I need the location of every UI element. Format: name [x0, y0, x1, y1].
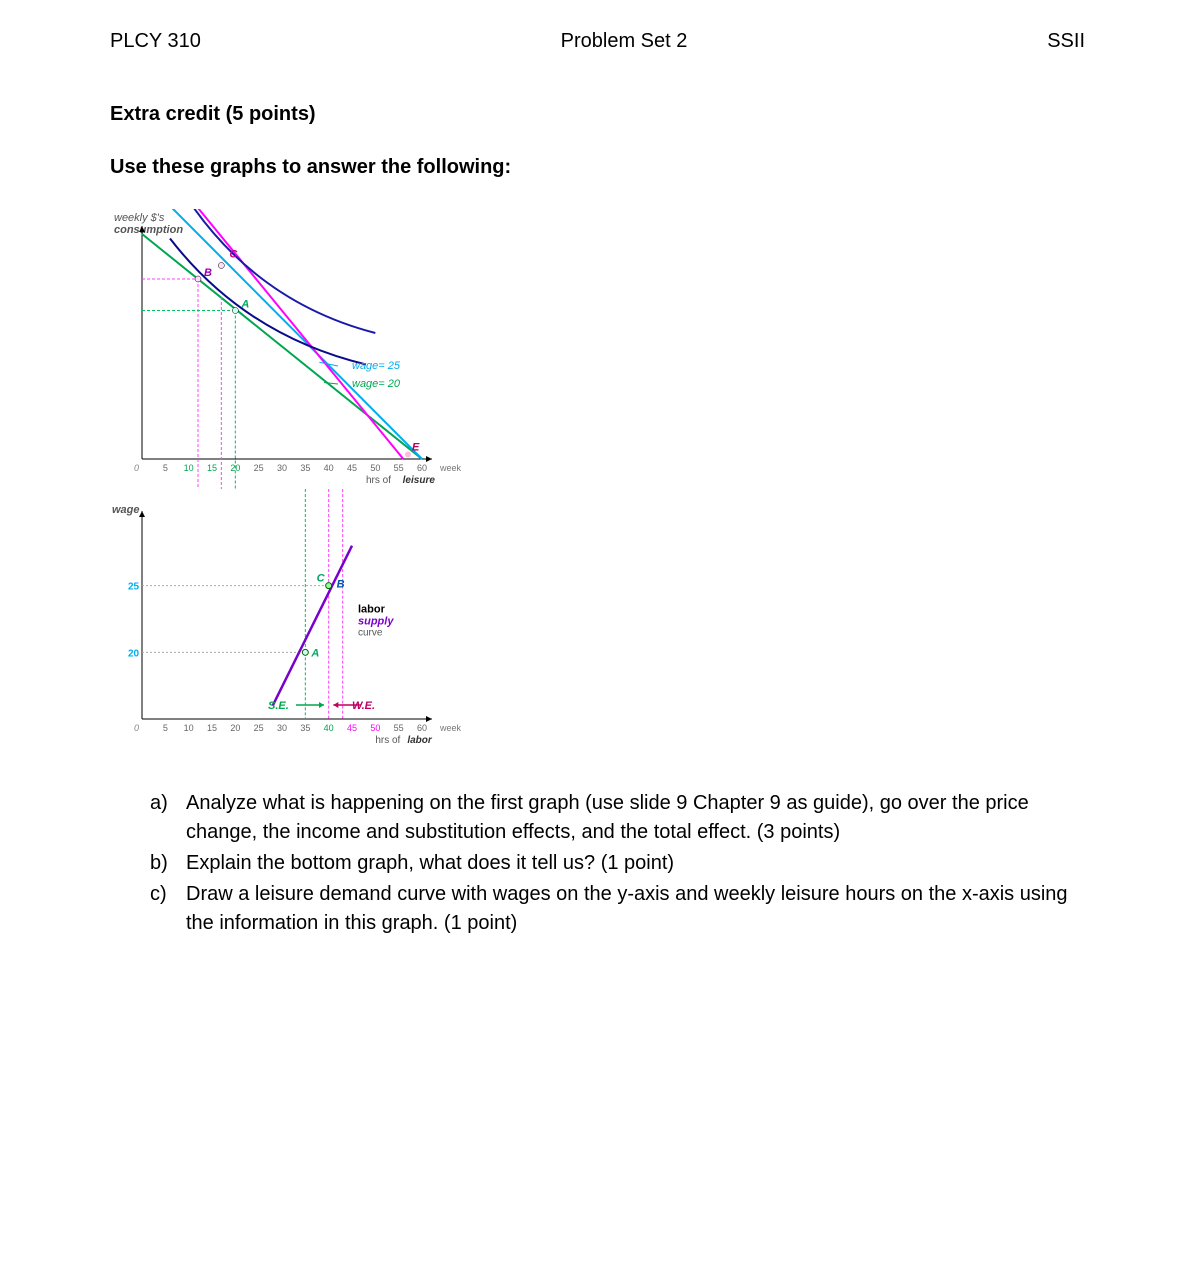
svg-text:hrs of: hrs of	[375, 735, 400, 746]
svg-text:5: 5	[163, 463, 168, 473]
svg-text:hrs of: hrs of	[366, 475, 391, 486]
header-left: PLCY 310	[110, 30, 201, 53]
svg-text:25: 25	[254, 463, 264, 473]
svg-text:weekly $'s: weekly $'s	[114, 212, 165, 224]
question-marker: c)	[150, 880, 174, 938]
question-text: Draw a leisure demand curve with wages o…	[186, 880, 1085, 938]
svg-text:S.E.: S.E.	[268, 700, 289, 712]
svg-text:0: 0	[134, 463, 139, 473]
figure-container: weekly $'sconsumptionABCEwage= 25wage= 2…	[110, 209, 1085, 749]
svg-text:45: 45	[347, 463, 357, 473]
svg-text:35: 35	[300, 463, 310, 473]
svg-text:B: B	[204, 267, 212, 279]
svg-text:E: E	[412, 442, 420, 454]
svg-text:week: week	[439, 463, 462, 473]
svg-text:consumption: consumption	[114, 224, 183, 236]
svg-text:55: 55	[394, 723, 404, 733]
svg-text:35: 35	[300, 723, 310, 733]
svg-text:45: 45	[347, 723, 357, 733]
svg-text:supply: supply	[358, 615, 394, 627]
svg-text:wage= 20: wage= 20	[352, 378, 401, 390]
question-item: a) Analyze what is happening on the firs…	[150, 789, 1085, 847]
svg-text:10: 10	[184, 723, 194, 733]
svg-text:W.E.: W.E.	[352, 700, 375, 712]
svg-text:30: 30	[277, 463, 287, 473]
svg-text:C: C	[229, 249, 238, 261]
svg-text:leisure: leisure	[403, 475, 436, 486]
svg-text:50: 50	[370, 723, 380, 733]
svg-text:10: 10	[184, 463, 194, 473]
header-center: Problem Set 2	[561, 30, 688, 53]
svg-text:wage: wage	[112, 504, 140, 516]
svg-text:20: 20	[230, 723, 240, 733]
header: PLCY 310 Problem Set 2 SSII	[110, 30, 1085, 53]
svg-text:40: 40	[324, 463, 334, 473]
page: PLCY 310 Problem Set 2 SSII Extra credit…	[0, 0, 1185, 1280]
svg-text:50: 50	[370, 463, 380, 473]
svg-text:0: 0	[134, 723, 139, 733]
question-marker: a)	[150, 789, 174, 847]
svg-text:60: 60	[417, 723, 427, 733]
svg-text:week: week	[439, 723, 462, 733]
question-item: b) Explain the bottom graph, what does i…	[150, 849, 1085, 878]
instruction-text: Use these graphs to answer the following…	[110, 156, 1085, 179]
svg-text:curve: curve	[358, 627, 383, 638]
section-title: Extra credit (5 points)	[110, 103, 1085, 126]
svg-text:C: C	[317, 573, 326, 585]
svg-text:25: 25	[128, 582, 140, 593]
svg-text:25: 25	[254, 723, 264, 733]
svg-text:5: 5	[163, 723, 168, 733]
svg-text:40: 40	[324, 723, 334, 733]
svg-text:labor: labor	[358, 603, 386, 615]
svg-text:labor: labor	[407, 735, 433, 746]
svg-text:30: 30	[277, 723, 287, 733]
economics-charts: weekly $'sconsumptionABCEwage= 25wage= 2…	[110, 209, 530, 749]
svg-text:wage= 25: wage= 25	[352, 360, 401, 372]
svg-text:A: A	[310, 647, 319, 659]
svg-text:B: B	[337, 579, 345, 591]
question-list: a) Analyze what is happening on the firs…	[150, 789, 1085, 938]
question-item: c) Draw a leisure demand curve with wage…	[150, 880, 1085, 938]
question-marker: b)	[150, 849, 174, 878]
question-text: Explain the bottom graph, what does it t…	[186, 849, 1085, 878]
svg-text:55: 55	[394, 463, 404, 473]
svg-text:20: 20	[128, 648, 140, 659]
svg-text:15: 15	[207, 463, 217, 473]
svg-text:A: A	[240, 299, 249, 311]
svg-text:15: 15	[207, 723, 217, 733]
question-text: Analyze what is happening on the first g…	[186, 789, 1085, 847]
svg-text:20: 20	[230, 463, 240, 473]
header-right: SSII	[1047, 30, 1085, 53]
svg-text:60: 60	[417, 463, 427, 473]
